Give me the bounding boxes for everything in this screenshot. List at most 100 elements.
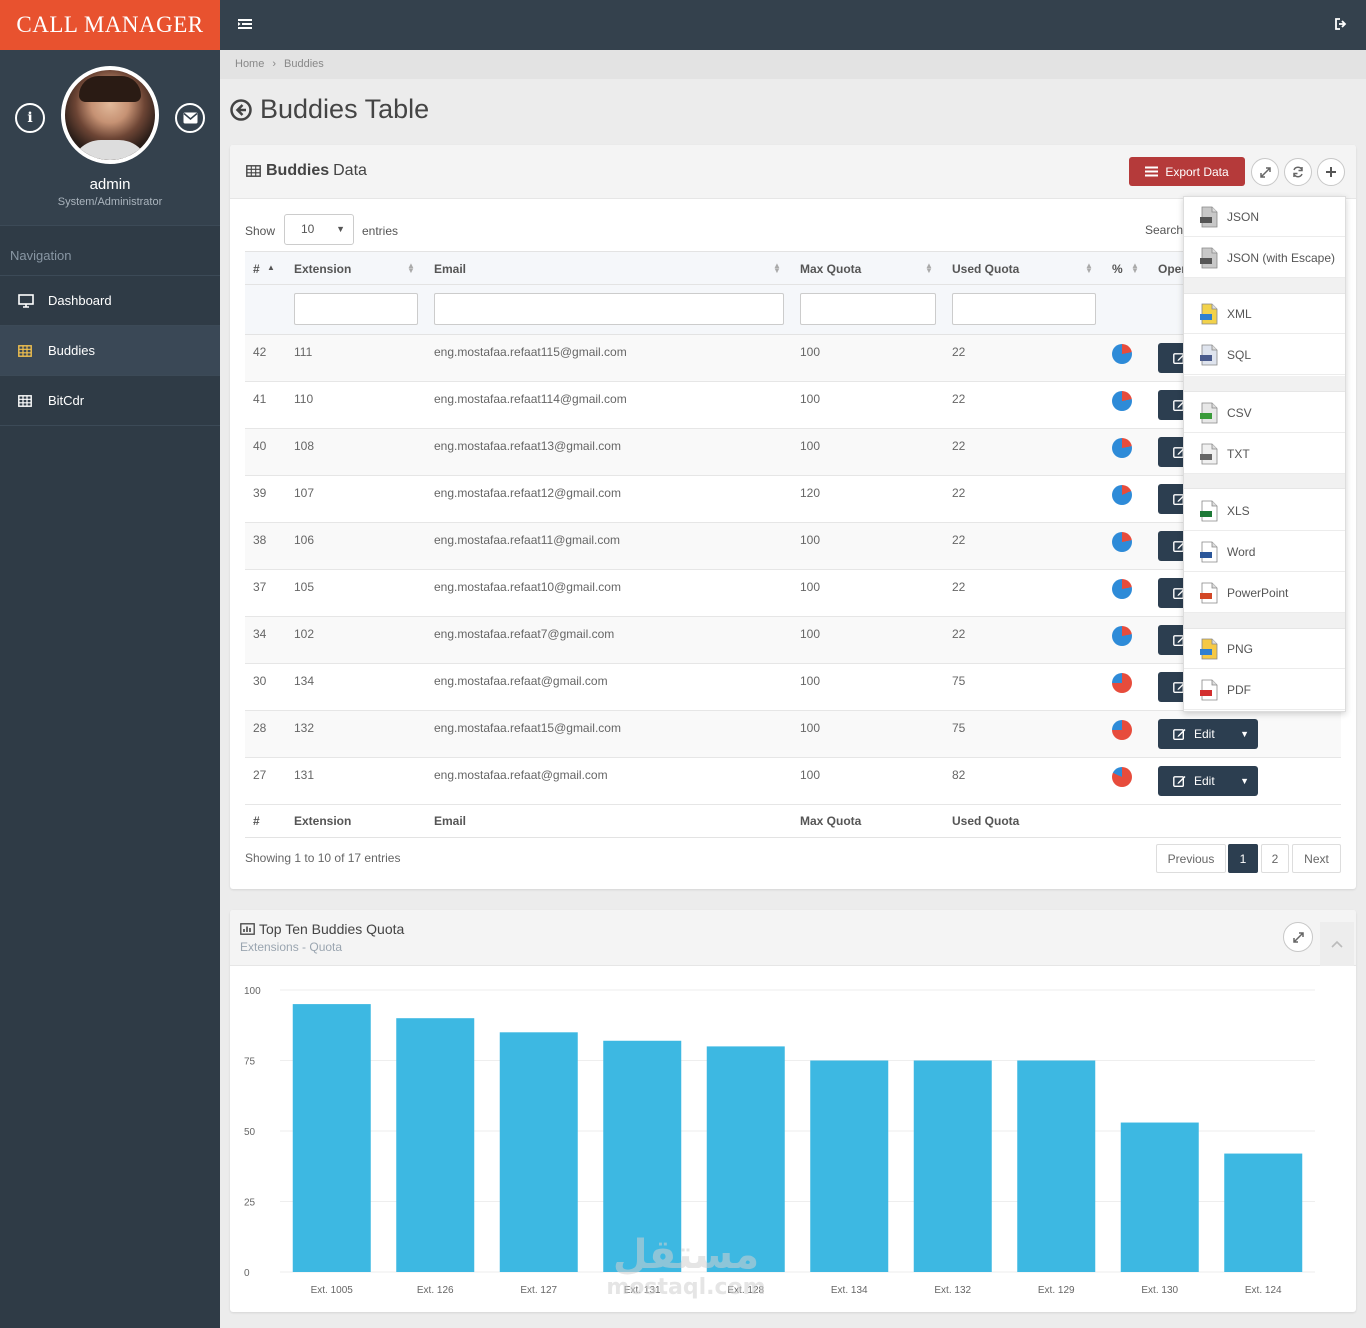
chart-subtitle: Extensions - Quota — [240, 940, 343, 954]
footer-column-extension: Extension — [294, 814, 352, 828]
caret-down-icon[interactable]: ▼ — [1240, 776, 1249, 786]
expand-icon — [1259, 166, 1271, 178]
quota-pie-icon — [1112, 532, 1132, 552]
bar — [810, 1060, 889, 1272]
menu-toggle-icon[interactable] — [238, 18, 252, 33]
x-tick-label: Ext. 134 — [831, 1285, 868, 1296]
cell-id: 39 — [253, 486, 267, 500]
export-option-xls[interactable]: XLS — [1184, 491, 1345, 531]
table-header: # ▲ Extension ▲ ▼ Email ▲ ▼ Max Quota ▲ ▼ U… — [245, 251, 1341, 285]
export-option-xml[interactable]: XML — [1184, 294, 1345, 334]
expand-panel-button[interactable] — [1251, 158, 1279, 186]
breadcrumb: Home › Buddies — [220, 50, 1366, 79]
cell-ext: 110 — [294, 392, 314, 406]
edit-button[interactable]: Edit ▼ — [1158, 719, 1258, 749]
cell-ext: 111 — [294, 345, 313, 359]
json-file-icon — [1198, 247, 1220, 269]
column-header-extension[interactable]: Extension — [294, 262, 352, 276]
edit-label: Edit — [1194, 727, 1215, 741]
refresh-panel-button[interactable] — [1284, 158, 1312, 186]
user-profile: i admin System/Administrator — [0, 50, 220, 226]
cell-email: eng.mostafaa.refaat12@gmail.com — [434, 486, 621, 500]
cell-email: eng.mostafaa.refaat114@gmail.com — [434, 392, 627, 406]
table-row: 40 108 eng.mostafaa.refaat13@gmail.com 100 2… — [245, 429, 1341, 476]
collapse-chart-button[interactable] — [1320, 922, 1354, 966]
export-option-powerpoint[interactable]: PowerPoint — [1184, 573, 1345, 613]
entries-label: entries — [362, 224, 399, 238]
column-header-max-quota[interactable]: Max Quota — [800, 262, 862, 276]
cell-max: 100 — [800, 627, 821, 641]
back-circle-icon[interactable] — [230, 98, 252, 121]
logout-icon[interactable] — [1335, 18, 1348, 33]
export-option-word[interactable]: Word — [1184, 532, 1345, 572]
column-header-email[interactable]: Email — [434, 262, 467, 276]
max-quota-filter-input[interactable] — [800, 293, 936, 325]
export-option-png[interactable]: PNG — [1184, 629, 1345, 669]
cell-email: eng.mostafaa.refaat11@gmail.com — [434, 533, 621, 547]
avatar[interactable] — [61, 66, 159, 164]
cell-max: 100 — [800, 580, 821, 594]
info-icon[interactable]: i — [15, 103, 45, 133]
expand-icon — [1292, 931, 1304, 943]
cell-max: 100 — [800, 533, 821, 547]
cell-id: 28 — [253, 721, 267, 735]
y-tick-label: 50 — [244, 1127, 256, 1138]
export-option-json[interactable]: JSON — [1184, 197, 1345, 237]
extension-filter-input[interactable] — [294, 293, 418, 325]
column-header-id[interactable]: # — [253, 262, 260, 276]
cell-id: 38 — [253, 533, 267, 547]
pagination-page-2[interactable]: 2 — [1261, 844, 1289, 873]
cell-used: 82 — [952, 768, 966, 782]
cell-max: 100 — [800, 392, 821, 406]
chart-panel-header: Top Ten Buddies Quota Extensions - Quota — [230, 910, 1356, 966]
column-header-used-quota[interactable]: Used Quota — [952, 262, 1020, 276]
column-header-percent[interactable]: % — [1112, 262, 1123, 276]
export-option-txt[interactable]: TXT — [1184, 434, 1345, 474]
sidebar-item-bitcdr[interactable]: BitCdr — [0, 376, 220, 426]
chart-panel-title: Top Ten Buddies Quota — [240, 921, 404, 937]
monitor-icon — [18, 293, 34, 308]
sort-asc-icon: ▲ — [267, 263, 275, 272]
quota-pie-icon — [1112, 438, 1132, 458]
sidebar-item-buddies[interactable]: Buddies — [0, 326, 220, 376]
breadcrumb-home[interactable]: Home — [235, 58, 265, 70]
expand-chart-button[interactable] — [1283, 922, 1313, 952]
page-length-select[interactable]: 10 ▼ — [284, 214, 354, 245]
cell-ext: 131 — [294, 768, 315, 782]
cell-max: 120 — [800, 486, 821, 500]
bar-chart-icon — [240, 923, 255, 935]
bar — [499, 1032, 578, 1272]
export-option-sql[interactable]: SQL — [1184, 335, 1345, 375]
list-icon — [1145, 166, 1159, 177]
caret-down-icon[interactable]: ▼ — [1240, 729, 1249, 739]
table-row: 38 106 eng.mostafaa.refaat11@gmail.com 100 2… — [245, 523, 1341, 570]
sidebar-item-label: BitCdr — [48, 393, 85, 408]
cell-email: eng.mostafaa.refaat115@gmail.com — [434, 345, 627, 359]
caret-down-icon: ▼ — [336, 224, 345, 234]
envelope-icon[interactable] — [175, 103, 205, 133]
menu-divider — [1184, 613, 1345, 629]
quota-pie-icon — [1112, 673, 1132, 693]
png-file-icon — [1198, 638, 1220, 660]
export-option-json-with-escape[interactable]: JSON (with Escape) — [1184, 238, 1345, 278]
add-button[interactable] — [1317, 158, 1345, 186]
pagination-next[interactable]: Next — [1292, 844, 1341, 873]
top-ten-quota-panel: Top Ten Buddies Quota Extensions - Quota… — [230, 910, 1356, 1312]
sidebar-item-dashboard[interactable]: Dashboard — [0, 276, 220, 326]
used-quota-filter-input[interactable] — [952, 293, 1096, 325]
export-option-csv[interactable]: CSV — [1184, 393, 1345, 433]
export-data-button[interactable]: Export Data — [1129, 157, 1245, 186]
email-filter-input[interactable] — [434, 293, 784, 325]
edit-button[interactable]: Edit ▼ — [1158, 766, 1258, 796]
table-icon — [18, 344, 34, 357]
pagination-previous[interactable]: Previous — [1156, 844, 1226, 873]
table-row: 30134eng.mostafaa.refaat@gmail.com10075E… — [245, 664, 1341, 711]
edit-label: Edit — [1194, 774, 1215, 788]
cell-used: 22 — [952, 439, 966, 453]
cell-ext: 106 — [294, 533, 315, 547]
export-option-pdf[interactable]: PDF — [1184, 670, 1345, 710]
pagination-page-1[interactable]: 1 — [1228, 844, 1258, 873]
cell-email: eng.mostafaa.refaat@gmail.com — [434, 768, 608, 782]
cell-id: 41 — [253, 392, 267, 406]
brand-logo[interactable]: CALL MANAGER — [0, 0, 220, 50]
